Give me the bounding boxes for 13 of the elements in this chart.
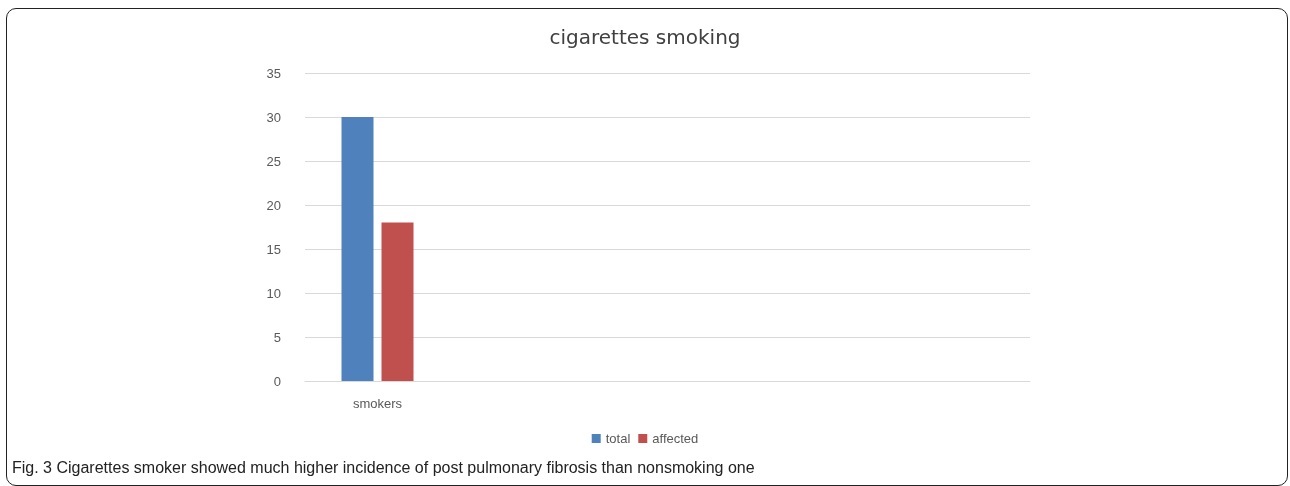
y-tick-label: 30 bbox=[266, 109, 281, 125]
legend-label: total bbox=[605, 431, 631, 446]
x-tick-label: smokers bbox=[352, 396, 403, 411]
caption: Fig. 3 Cigarettes smoker showed much higher incidence of post pulmonary fibrosis than nonsmoking one bbox=[12, 459, 755, 477]
y-tick-label: 20 bbox=[266, 197, 281, 213]
y-tick-label: 10 bbox=[266, 285, 281, 301]
y-tick-label: 35 bbox=[266, 65, 281, 81]
y-tick-label: 5 bbox=[273, 329, 281, 345]
y-tick-label: 0 bbox=[273, 373, 281, 389]
chart-title: cigarettes smoking bbox=[549, 25, 741, 49]
y-tick-label: 15 bbox=[266, 241, 281, 257]
legend-label: affected bbox=[652, 431, 699, 446]
y-tick-label: 25 bbox=[266, 153, 281, 169]
